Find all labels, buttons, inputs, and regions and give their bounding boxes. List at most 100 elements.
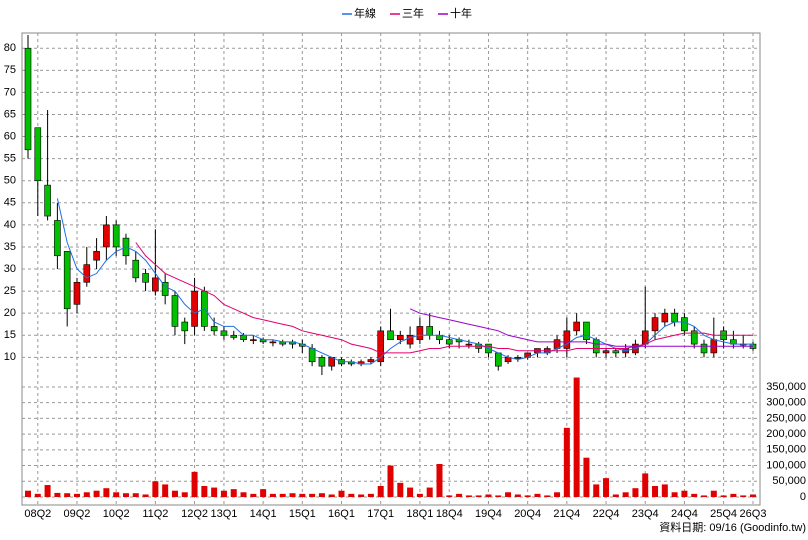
volume-bar <box>103 488 110 497</box>
y-tick-label: 15 <box>4 329 16 341</box>
candle-body <box>690 330 698 345</box>
y-tick-label: 35 <box>4 241 16 253</box>
volume-bar <box>730 493 737 497</box>
candle-body <box>191 290 198 327</box>
volume-bar <box>573 377 580 497</box>
volume-bar <box>524 495 531 497</box>
candle-body <box>318 357 326 367</box>
candle-body <box>220 330 228 336</box>
x-tick-label: 09Q2 <box>64 508 91 520</box>
y-tick-label: 25 <box>4 285 16 297</box>
volume-bar <box>279 493 286 497</box>
volume-bar <box>260 489 267 497</box>
volume-bar <box>25 490 31 497</box>
volume-bar <box>661 484 668 497</box>
x-tick-label: 19Q4 <box>475 508 502 520</box>
volume-bar <box>465 495 472 497</box>
candle-body <box>240 334 247 340</box>
volume-bar <box>593 484 600 497</box>
x-tick-label: 11Q2 <box>142 508 168 520</box>
volume-bar <box>652 485 659 497</box>
x-tick-label: 10Q2 <box>103 508 130 520</box>
candle-body <box>181 321 189 332</box>
volume-bar <box>54 492 61 497</box>
volume-bar <box>328 494 335 497</box>
candle-body <box>700 343 708 354</box>
volume-bar <box>299 493 306 497</box>
x-tick-label: 08Q2 <box>24 508 51 520</box>
volume-bar <box>622 492 629 497</box>
x-tick-label: 25Q4 <box>710 508 737 520</box>
volume-bar <box>152 481 159 497</box>
volume-bar <box>475 495 482 497</box>
volume-bar <box>495 495 502 497</box>
candle-body <box>387 330 394 340</box>
y2-tick-label: 250,000 <box>766 412 806 424</box>
candle-body <box>426 326 433 336</box>
x-tick-label: 22Q4 <box>593 508 620 520</box>
volume-bar <box>93 490 100 497</box>
candle-body <box>573 321 580 332</box>
x-tick-label: 16Q1 <box>328 508 355 520</box>
y2-tick-label: 100,000 <box>766 459 806 471</box>
candle-body <box>583 321 590 340</box>
candle-body <box>681 317 688 332</box>
legend-label: 三年 <box>402 6 424 20</box>
x-tick-label: 26Q3 <box>740 508 767 520</box>
volume-bar <box>348 493 355 497</box>
candle-body <box>44 184 51 217</box>
volume-bar <box>710 490 717 497</box>
candle-body <box>494 352 502 367</box>
y-tick-label: 10 <box>4 351 16 363</box>
candle-body <box>406 334 414 345</box>
volume-bar <box>750 494 756 497</box>
volume-bar <box>436 463 443 497</box>
y2-tick-label: 150,000 <box>766 444 806 456</box>
y2-tick-label: 0 <box>800 491 806 503</box>
y-tick-label: 45 <box>4 197 16 209</box>
candle-body <box>103 224 110 248</box>
candle-body <box>210 326 218 332</box>
volume-bar <box>416 493 423 497</box>
volume-bar <box>64 493 71 497</box>
candle-body <box>73 281 81 305</box>
volume-bar <box>162 484 169 497</box>
volume-bar <box>426 487 433 497</box>
volume-bar <box>289 493 296 497</box>
volume-bar <box>201 485 208 497</box>
volume-bar <box>83 492 90 497</box>
volume-bar <box>407 487 414 497</box>
volume-bar <box>309 493 316 497</box>
y2-tick-label: 200,000 <box>766 428 806 440</box>
x-tick-label: 23Q4 <box>632 508 659 520</box>
volume-bar <box>485 494 492 497</box>
volume-bar <box>181 492 188 497</box>
candle-body <box>602 350 610 354</box>
volume-bar <box>73 493 80 497</box>
volume-bar <box>358 494 365 497</box>
x-tick-label: 21Q4 <box>553 508 580 520</box>
candle-body <box>152 277 159 292</box>
volume-bar <box>171 490 178 497</box>
volume-bar <box>367 493 374 497</box>
candle-body <box>651 317 659 332</box>
y-tick-label: 30 <box>4 263 16 275</box>
candle-body <box>54 220 61 257</box>
ma-line <box>56 198 753 365</box>
volume-bar <box>230 489 237 497</box>
candle-body <box>83 264 91 283</box>
volume-bar <box>671 492 678 497</box>
candle-body <box>592 339 600 354</box>
ma-line <box>135 242 753 354</box>
volume-bar <box>632 488 639 497</box>
volume-bar <box>642 473 649 497</box>
volume-bar <box>132 493 139 497</box>
volume-bar <box>691 493 698 497</box>
volume-bar <box>681 490 688 497</box>
volume-bar <box>211 487 218 497</box>
y-tick-label: 70 <box>4 86 16 98</box>
volume-bar <box>113 492 120 497</box>
y-tick-label: 80 <box>4 42 16 54</box>
candle-body <box>132 259 140 279</box>
candle-body <box>612 350 620 354</box>
